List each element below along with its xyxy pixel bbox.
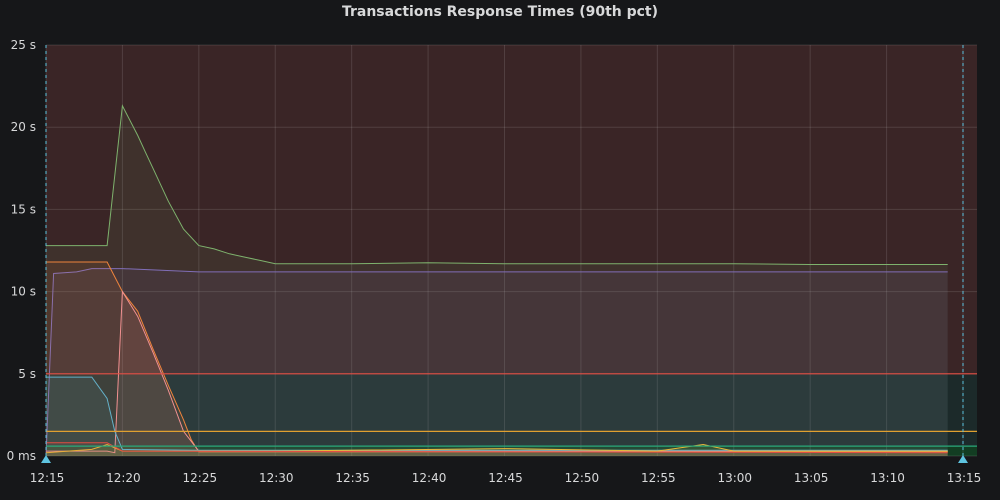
- x-tick-label-4: 12:35: [335, 471, 370, 485]
- series-area-3: [46, 291, 948, 456]
- x-tick-label-10: 13:05: [794, 471, 829, 485]
- threshold-band-mid: [46, 373, 977, 447]
- series-area-1: [46, 268, 948, 456]
- x-tick-label-2: 12:25: [183, 471, 218, 485]
- x-tick-label-8: 12:55: [641, 471, 676, 485]
- y-tick-label-0: 0 ms: [7, 449, 36, 463]
- y-tick-label-5: 25 s: [11, 38, 36, 52]
- x-tick-label-7: 12:50: [565, 471, 600, 485]
- x-tick-label-9: 13:00: [717, 471, 752, 485]
- series-line-0: [46, 104, 948, 265]
- y-tick-label-2: 10 s: [11, 285, 36, 299]
- x-tick-label-3: 12:30: [259, 471, 294, 485]
- x-tick-label-6: 12:45: [488, 471, 523, 485]
- series-line-3: [46, 289, 948, 454]
- y-tick-label-1: 5 s: [18, 367, 36, 381]
- y-tick-label-3: 15 s: [11, 202, 36, 216]
- time-marker-icon-1: [958, 455, 968, 463]
- x-tick-label-11: 13:10: [870, 471, 905, 485]
- series-line-6: [46, 442, 948, 454]
- chart-title: Transactions Response Times (90th pct): [341, 4, 659, 20]
- series-area-2: [46, 262, 948, 456]
- series-line-1: [45, 268, 948, 457]
- time-marker-icon-0: [41, 455, 51, 463]
- series-area-0: [46, 105, 948, 457]
- x-tick-label-5: 12:40: [412, 471, 447, 485]
- x-tick-label-12: 13:15: [947, 471, 982, 485]
- series-area-5: [46, 444, 948, 456]
- x-tick-label-1: 12:20: [106, 471, 141, 485]
- threshold-band-high: [46, 45, 977, 374]
- series-line-5: [45, 443, 948, 454]
- y-tick-label-4: 20 s: [11, 120, 36, 134]
- series-line-2: [46, 261, 948, 453]
- x-tick-label-0: 12:15: [30, 471, 65, 485]
